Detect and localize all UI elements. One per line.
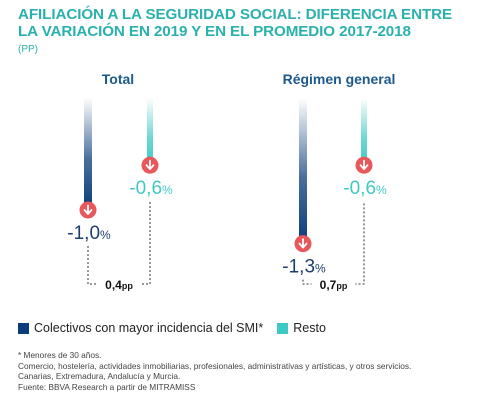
difference-bg-1: [311, 276, 356, 292]
difference-bg-0: [97, 276, 141, 292]
legend: Colectivos con mayor incidencia del SMI*…: [18, 321, 326, 335]
title-line-1: AFILIACIÓN A LA SEGURIDAD SOCIAL: DIFERE…: [18, 6, 453, 23]
value-label-smi-1: -1,3%: [282, 257, 326, 278]
value-label-resto-0: -0,6%: [129, 178, 173, 199]
source-note: Fuente: BBVA Research a partir de MITRAM…: [18, 381, 196, 392]
chart-area: Total -1,0% -0,6% 0,4pp Régimen general -1,3%…: [67, 71, 396, 292]
bar-resto-1: [361, 98, 367, 166]
down-arrow-glyph-icon: [83, 204, 93, 215]
group-label-0: Total: [102, 71, 134, 87]
value-label-smi-0: -1,0%: [67, 223, 111, 244]
difference-label-1: 0,7pp: [320, 278, 348, 292]
difference-label-0: 0,4pp: [105, 278, 133, 292]
legend-swatch-light: [277, 322, 289, 334]
bar-smi-1: [299, 98, 307, 244]
footnotes: * Menores de 30 años. Comercio, hosteler…: [18, 350, 411, 392]
note-1: * Menores de 30 años.: [18, 350, 102, 360]
chart-title: AFILIACIÓN A LA SEGURIDAD SOCIAL: DIFERE…: [18, 6, 488, 40]
group-label-1: Régimen general: [283, 71, 396, 87]
bar-resto-0: [147, 98, 153, 166]
unit-label: (PP): [18, 44, 38, 55]
legend-swatch-dark: [18, 322, 29, 334]
note-2: Comercio, hostelería, actividades inmobi…: [18, 360, 412, 371]
bar-smi-0: [84, 98, 92, 210]
down-arrow-glyph-icon: [298, 238, 308, 249]
legend-item-resto: Resto: [277, 321, 326, 335]
down-arrow-glyph-icon: [145, 159, 155, 171]
down-arrow-glyph-icon: [359, 159, 369, 171]
value-label-resto-1: -0,6%: [343, 178, 387, 199]
legend-item-smi: Colectivos con mayor incidencia del SMI*: [18, 321, 263, 335]
title-line-2: LA VARIACIÓN EN 2019 Y EN EL PROMEDIO 20…: [18, 23, 411, 40]
legend-label-resto: Resto: [293, 321, 326, 335]
note-3: Canarias, Extremadura, Andalucía y Murci…: [18, 371, 181, 381]
legend-label-smi: Colectivos con mayor incidencia del SMI*: [34, 321, 264, 335]
